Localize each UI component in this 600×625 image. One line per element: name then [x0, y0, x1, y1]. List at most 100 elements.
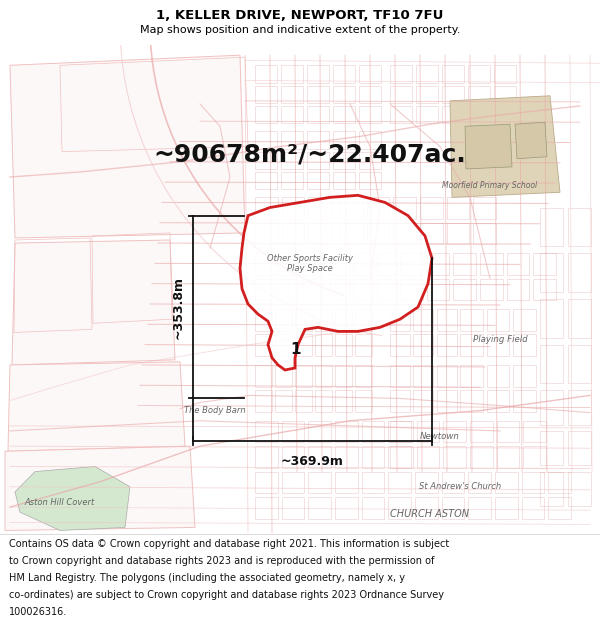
Text: HM Land Registry. The polygons (including the associated geometry, namely x, y: HM Land Registry. The polygons (includin…	[9, 573, 405, 583]
Bar	[340, 198, 362, 219]
Bar	[420, 222, 443, 244]
Bar	[281, 446, 304, 468]
Bar	[568, 471, 591, 506]
Bar	[359, 131, 381, 149]
Bar	[533, 253, 556, 275]
Polygon shape	[450, 96, 560, 198]
Bar	[495, 471, 518, 493]
Bar	[255, 471, 278, 493]
Bar	[390, 334, 410, 356]
Bar	[390, 390, 410, 412]
Bar	[359, 172, 381, 189]
Bar	[415, 497, 437, 519]
Bar	[335, 446, 358, 468]
Bar	[468, 86, 490, 103]
Bar	[548, 471, 571, 493]
Bar	[388, 446, 411, 468]
Bar	[427, 279, 449, 300]
Bar	[275, 365, 292, 386]
Bar	[390, 446, 413, 468]
Bar	[487, 309, 509, 331]
Bar	[255, 279, 275, 300]
Bar	[355, 309, 372, 331]
Bar	[355, 365, 372, 386]
Bar	[388, 497, 411, 519]
Text: Map shows position and indicative extent of the property.: Map shows position and indicative extent…	[140, 25, 460, 35]
Bar	[390, 65, 412, 82]
Bar	[460, 334, 482, 356]
Bar	[295, 334, 312, 356]
Bar	[307, 106, 329, 123]
Bar	[390, 365, 410, 386]
Bar	[473, 198, 496, 219]
Bar	[255, 334, 272, 356]
Bar	[442, 106, 464, 123]
Polygon shape	[8, 362, 185, 451]
Bar	[442, 471, 464, 493]
Bar	[568, 253, 591, 292]
Bar	[437, 334, 457, 356]
Bar	[506, 253, 529, 275]
Bar	[255, 309, 272, 331]
Bar	[278, 253, 298, 275]
Bar	[281, 106, 303, 123]
Polygon shape	[515, 122, 547, 159]
Bar	[330, 253, 350, 275]
Bar	[480, 253, 503, 275]
Bar	[340, 222, 362, 244]
Bar	[413, 334, 433, 356]
Bar	[390, 309, 410, 331]
Bar	[514, 365, 536, 386]
Bar	[540, 253, 563, 292]
Bar	[390, 106, 412, 123]
Bar	[400, 253, 422, 275]
Bar	[469, 497, 491, 519]
Text: co-ordinates) are subject to Crown copyright and database rights 2023 Ordnance S: co-ordinates) are subject to Crown copyr…	[9, 590, 444, 600]
Bar	[308, 222, 331, 244]
Bar	[442, 497, 464, 519]
Bar	[468, 65, 490, 82]
Bar	[307, 152, 329, 169]
Bar	[308, 198, 331, 219]
Bar	[416, 421, 439, 442]
Bar	[377, 253, 397, 275]
Bar	[454, 253, 476, 275]
Bar	[367, 222, 389, 244]
Bar	[281, 421, 304, 442]
Bar	[487, 390, 509, 412]
Bar	[359, 86, 381, 103]
Bar	[281, 198, 304, 219]
Bar	[394, 198, 416, 219]
Bar	[315, 390, 332, 412]
Text: 100026316.: 100026316.	[9, 608, 67, 618]
Bar	[255, 152, 277, 169]
Bar	[442, 65, 464, 82]
Bar	[255, 131, 277, 149]
Text: Moorfield Primary School: Moorfield Primary School	[442, 181, 538, 189]
Bar	[568, 431, 591, 466]
Bar	[400, 279, 422, 300]
Bar	[255, 106, 277, 123]
Bar	[540, 390, 563, 425]
Bar	[333, 86, 355, 103]
Bar	[437, 365, 457, 386]
Bar	[359, 65, 381, 82]
Bar	[359, 152, 381, 169]
Bar	[315, 309, 332, 331]
Bar	[523, 446, 546, 468]
Bar	[255, 222, 278, 244]
Polygon shape	[465, 124, 512, 169]
Bar	[548, 497, 571, 519]
Bar	[568, 299, 591, 338]
Text: ~369.9m: ~369.9m	[281, 455, 344, 468]
Bar	[307, 65, 329, 82]
Text: 1: 1	[290, 342, 301, 357]
Bar	[255, 446, 278, 468]
Bar	[333, 152, 355, 169]
Bar	[568, 208, 591, 246]
Bar	[308, 471, 331, 493]
Text: 1, KELLER DRIVE, NEWPORT, TF10 7FU: 1, KELLER DRIVE, NEWPORT, TF10 7FU	[157, 9, 443, 22]
Bar	[335, 497, 358, 519]
Bar	[307, 131, 329, 149]
Text: ~353.8m: ~353.8m	[172, 276, 185, 339]
